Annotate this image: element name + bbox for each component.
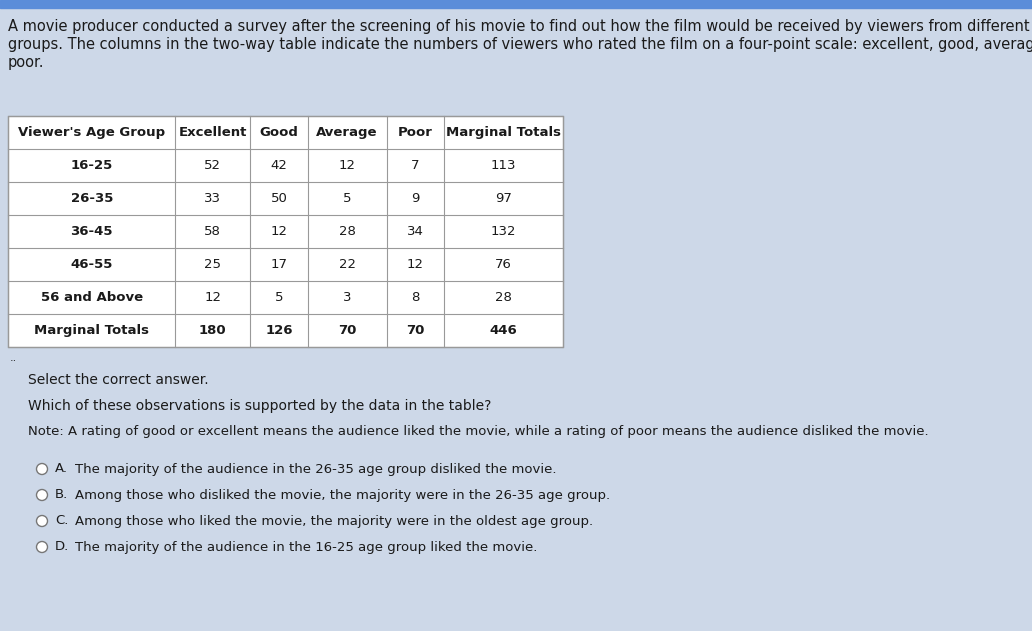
Text: 17: 17: [270, 258, 287, 271]
Text: 42: 42: [270, 159, 287, 172]
Text: 22: 22: [338, 258, 356, 271]
Text: 126: 126: [265, 324, 293, 337]
Text: 7: 7: [411, 159, 420, 172]
Text: groups. The columns in the two-way table indicate the numbers of viewers who rat: groups. The columns in the two-way table…: [8, 37, 1032, 52]
Text: Select the correct answer.: Select the correct answer.: [28, 373, 208, 387]
Text: The majority of the audience in the 16-25 age group liked the movie.: The majority of the audience in the 16-2…: [75, 541, 538, 553]
Circle shape: [36, 490, 47, 500]
Text: 52: 52: [204, 159, 221, 172]
Text: 16-25: 16-25: [70, 159, 112, 172]
Text: 12: 12: [270, 225, 287, 238]
Text: 50: 50: [270, 192, 287, 205]
Text: 3: 3: [343, 291, 352, 304]
Text: B.: B.: [55, 488, 68, 502]
Bar: [8, 116, 563, 347]
Text: ..: ..: [10, 353, 18, 363]
Text: 28: 28: [338, 225, 356, 238]
Text: Which of these observations is supported by the data in the table?: Which of these observations is supported…: [28, 399, 491, 413]
Text: 36-45: 36-45: [70, 225, 112, 238]
Text: 28: 28: [495, 291, 512, 304]
Text: poor.: poor.: [8, 55, 44, 70]
Text: 58: 58: [204, 225, 221, 238]
Text: Excellent: Excellent: [179, 126, 247, 139]
Circle shape: [36, 516, 47, 526]
Text: 46-55: 46-55: [70, 258, 112, 271]
Text: D.: D.: [55, 541, 69, 553]
Text: 70: 70: [407, 324, 424, 337]
Text: 132: 132: [491, 225, 516, 238]
Text: 25: 25: [204, 258, 221, 271]
Circle shape: [36, 464, 47, 475]
Bar: [0, 0, 1032, 8]
Text: 9: 9: [412, 192, 420, 205]
Circle shape: [36, 541, 47, 553]
Text: Poor: Poor: [398, 126, 432, 139]
Text: 12: 12: [204, 291, 221, 304]
Text: 70: 70: [337, 324, 356, 337]
Text: 12: 12: [338, 159, 356, 172]
Text: Good: Good: [259, 126, 298, 139]
Text: 56 and Above: 56 and Above: [40, 291, 142, 304]
Text: 5: 5: [275, 291, 283, 304]
Text: 76: 76: [495, 258, 512, 271]
Text: Among those who liked the movie, the majority were in the oldest age group.: Among those who liked the movie, the maj…: [75, 514, 593, 528]
Text: 12: 12: [407, 258, 424, 271]
Text: 180: 180: [199, 324, 227, 337]
Text: Average: Average: [317, 126, 378, 139]
Text: The majority of the audience in the 26-35 age group disliked the movie.: The majority of the audience in the 26-3…: [75, 463, 556, 476]
Text: A movie producer conducted a survey after the screening of his movie to find out: A movie producer conducted a survey afte…: [8, 19, 1032, 34]
Text: C.: C.: [55, 514, 68, 528]
Text: Among those who disliked the movie, the majority were in the 26-35 age group.: Among those who disliked the movie, the …: [75, 488, 610, 502]
Text: 5: 5: [343, 192, 352, 205]
Text: 113: 113: [491, 159, 516, 172]
Text: Viewer's Age Group: Viewer's Age Group: [19, 126, 165, 139]
Text: 446: 446: [489, 324, 517, 337]
Text: 97: 97: [495, 192, 512, 205]
Text: 8: 8: [412, 291, 420, 304]
Text: 34: 34: [407, 225, 424, 238]
Text: 26-35: 26-35: [70, 192, 112, 205]
Text: Marginal Totals: Marginal Totals: [446, 126, 561, 139]
Text: Note: A rating of good or excellent means the audience liked the movie, while a : Note: A rating of good or excellent mean…: [28, 425, 929, 438]
Text: Marginal Totals: Marginal Totals: [34, 324, 150, 337]
Text: A.: A.: [55, 463, 68, 476]
Text: 33: 33: [204, 192, 221, 205]
